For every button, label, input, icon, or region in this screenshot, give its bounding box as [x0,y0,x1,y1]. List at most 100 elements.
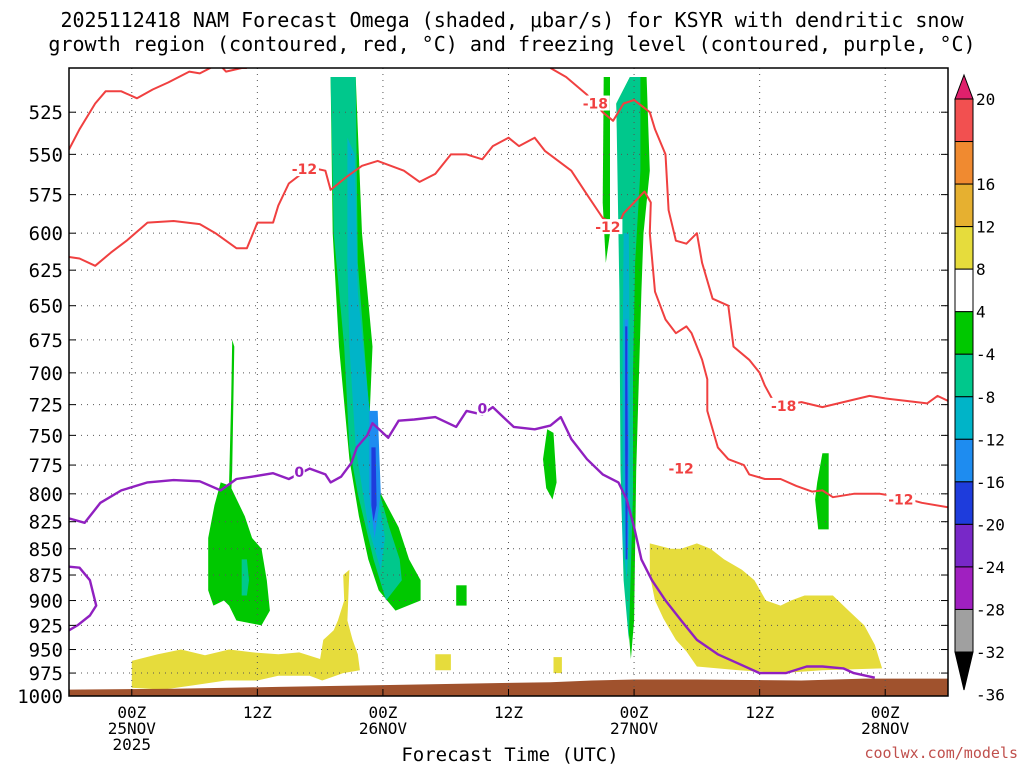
colorbar-box [954,438,974,483]
y-tick-label: 1000 [17,686,63,708]
colorbar-top-arrow [954,73,974,100]
chart-title-line2: growth region (contoured, red, °C) and f… [48,32,976,56]
y-tick-label: 775 [29,455,63,477]
dgz-label: -12 [669,462,694,478]
y-tick-label: 725 [29,395,63,417]
y-tick-label: 875 [29,565,63,587]
dgz-label-bg [666,460,696,476]
y-tick-label: 900 [29,591,63,613]
chart-title-line1: 2025112418 NAM Forecast Omega (shaded, μ… [60,8,964,32]
dgz-label-bg [593,219,623,235]
colorbar-box [954,183,974,228]
omega-region-3 [208,482,270,626]
colorbar-label: 8 [976,260,986,279]
y-tick-label: 975 [29,663,63,685]
colorbar-label: 4 [976,303,986,322]
colorbar-box [954,98,974,143]
freezing-label-bg [293,464,305,480]
x-tick-label: 12Z [243,703,272,722]
colorbar-label: -4 [976,345,995,364]
x-tick-label: 2025 [113,735,152,754]
y-tick-label: 850 [29,539,63,561]
y-tick-label: 575 [29,185,63,207]
freezing-label-bg [476,400,488,416]
omega-region-15 [371,447,377,522]
colorbar-box [954,481,974,525]
colorbar-box [954,396,974,440]
credit-label: coolwx.com/models [864,744,1018,762]
x-tick-label: 00Z [871,703,900,722]
y-tick-label: 625 [29,260,63,282]
colorbar-box [954,141,974,185]
dgz-label: -18 [771,399,796,415]
omega-region-7 [456,585,467,606]
colorbar-box [954,311,974,355]
dgz-label-bg [289,161,319,177]
x-tick-label: 00Z [620,703,649,722]
colorbar-box [954,523,974,568]
colorbar-label: -32 [976,643,1005,662]
y-tick-label: 525 [29,102,63,124]
y-tick-label: 750 [29,425,63,447]
dgz-contour-0 [69,68,247,150]
colorbar-label: -24 [976,558,1005,577]
y-tick-label: 650 [29,296,63,318]
x-tick-label: 00Z [117,703,146,722]
omega-region-20 [649,543,883,674]
omega-region-11 [347,137,385,570]
colorbar-box [954,608,974,653]
colorbar-bottom-arrow [954,651,974,691]
dgz-label: -18 [583,97,608,113]
colorbar-label: -12 [976,430,1005,449]
x-tick-label: 00Z [368,703,397,722]
x-axis-label: Forecast Time (UTC) [401,744,619,766]
omega-region-19 [553,657,562,674]
colorbar-box [954,268,974,313]
colorbar-label: 20 [976,90,995,109]
colorbar-label: -16 [976,473,1005,492]
colorbar-label: -28 [976,600,1005,619]
omega-region-10 [241,559,249,596]
y-tick-label: 950 [29,640,63,662]
colorbar-label: -36 [976,686,1005,705]
x-tick-label: 26NOV [359,719,408,738]
x-tick-label: 25NOV [108,719,157,738]
y-tick-label: 700 [29,363,63,385]
freezing-label: 0 [294,465,304,481]
plot-area: -12 -18 -12 -12 -18 -12 0 0 [69,68,948,696]
y-tick-label: 925 [29,615,63,637]
dgz-label-bg [886,491,916,507]
dgz-contour-2 [549,68,948,409]
dgz-label: -12 [595,220,620,236]
y-tick-label: 675 [29,330,63,352]
x-tick-label: 12Z [745,703,774,722]
x-tick-label: 12Z [494,703,523,722]
dgz-label: -12 [888,492,913,508]
y-tick-label: 800 [29,484,63,506]
dgz-label-bg [769,397,799,413]
y-tick-label: 825 [29,512,63,534]
omega-region-17 [131,569,360,690]
colorbar-label: 16 [976,175,995,194]
x-tick-label: 27NOV [610,719,659,738]
freezing-contour-1 [69,565,98,632]
y-tick-label: 550 [29,144,63,166]
x-tick-label: 28NOV [861,719,910,738]
colorbar-label: -8 [976,388,995,407]
freezing-label: 0 [477,401,487,417]
colorbar-box [954,353,974,398]
omega-region-1 [602,77,610,263]
dgz-label-bg [580,95,610,111]
omega-region-18 [435,654,451,671]
colorbar-label: 12 [976,218,995,237]
terrain-band [69,678,948,696]
colorbar-box [954,226,974,270]
colorbar-box [954,566,974,610]
dgz-label: -12 [292,162,317,178]
dgz-contour-1 [69,136,948,509]
y-tick-label: 600 [29,223,63,245]
omega-region-5 [543,429,557,500]
colorbar-label: -20 [976,515,1005,534]
omega-region-4 [229,339,235,494]
